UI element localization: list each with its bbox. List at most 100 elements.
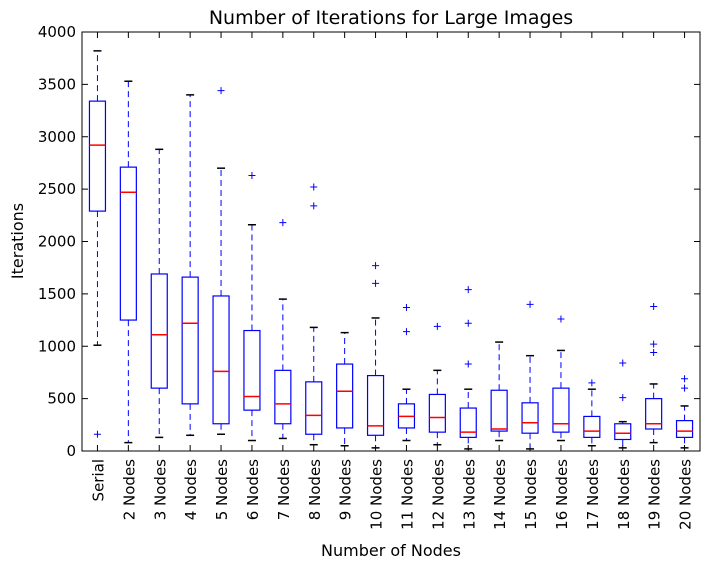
outlier-point: [557, 315, 565, 323]
outlier-point: [650, 302, 658, 310]
box-16-nodes: [552, 315, 570, 442]
box-20-nodes: [675, 375, 694, 449]
iqr-box: [645, 398, 663, 430]
outlier-point: [650, 340, 658, 348]
outlier-point: [93, 430, 101, 438]
iqr-box: [336, 363, 354, 429]
x-tick-label: 4 Nodes: [182, 459, 200, 520]
outlier-point: [650, 349, 658, 357]
outlier-point: [372, 262, 380, 270]
x-tick-label: 12 Nodes: [429, 459, 447, 530]
y-tick-label: 0: [66, 442, 76, 460]
box-3-nodes: [150, 148, 168, 439]
x-tick-label: 19 Nodes: [646, 459, 664, 530]
outlier-point: [464, 360, 472, 368]
outlier-point: [248, 172, 256, 180]
iqr-box: [274, 369, 292, 425]
box-14-nodes: [490, 341, 508, 442]
box-6-nodes: [243, 172, 261, 442]
x-tick-label: 7 Nodes: [275, 459, 293, 520]
box-12-nodes: [428, 322, 446, 446]
x-tick-label: 8 Nodes: [306, 459, 324, 520]
outlier-point: [681, 384, 689, 392]
box-5-nodes: [212, 87, 230, 435]
iqr-box: [243, 329, 261, 411]
box-17-nodes: [583, 379, 601, 447]
y-axis-label: Iterations: [8, 203, 27, 279]
outlier-point: [464, 286, 472, 294]
y-tick-label: 3000: [38, 128, 76, 146]
box-19-nodes: [645, 302, 663, 444]
y-tick-label: 2500: [38, 180, 76, 198]
box-serial: [88, 50, 107, 438]
box-18-nodes: [614, 359, 632, 449]
x-tick-label: 10 Nodes: [368, 459, 386, 530]
x-tick-label: 6 Nodes: [244, 459, 262, 520]
iqr-box: [675, 420, 694, 438]
box-11-nodes: [397, 303, 416, 442]
outlier-point: [588, 379, 596, 387]
iqr-box: [150, 273, 168, 389]
outlier-point: [619, 394, 627, 402]
outlier-point: [619, 359, 627, 367]
box-4-nodes: [181, 94, 199, 437]
y-tick-label: 3500: [38, 75, 76, 93]
iqr-box: [119, 166, 137, 321]
iqr-box: [428, 393, 446, 433]
iqr-box: [490, 389, 508, 432]
outlier-point: [681, 375, 689, 383]
outlier-point: [279, 219, 287, 227]
outlier-point: [310, 183, 318, 191]
box-9-nodes: [336, 331, 354, 447]
outlier-point: [310, 202, 318, 210]
x-axis: Serial 2 Nodes 3 Nodes 4 Nodes 5 Nodes 6 Node…: [89, 32, 695, 530]
x-tick-label: 17 Nodes: [584, 459, 602, 530]
x-axis-label: Number of Nodes: [321, 541, 461, 560]
x-tick-label: 20 Nodes: [677, 459, 695, 530]
x-tick-label: 18 Nodes: [615, 459, 633, 530]
x-tick-label: 15 Nodes: [522, 459, 540, 530]
iqr-box: [305, 381, 323, 435]
y-tick-label: 2000: [38, 233, 76, 251]
outlier-point: [372, 279, 380, 287]
plot-area-frame: [81, 31, 701, 452]
box-2-nodes: [119, 80, 137, 444]
chart-title: Number of Iterations for Large Images: [209, 7, 573, 29]
x-tick-label: 3 Nodes: [151, 459, 169, 520]
x-tick-label: 5 Nodes: [213, 459, 231, 520]
outlier-point: [402, 328, 410, 336]
x-tick-label: 11 Nodes: [398, 459, 416, 530]
iqr-box: [212, 295, 230, 425]
iqr-box: [552, 387, 570, 433]
y-tick-label: 4000: [38, 23, 76, 41]
x-tick-label: 16 Nodes: [553, 459, 571, 530]
y-tick-label: 500: [47, 390, 76, 408]
outlier-point: [464, 319, 472, 327]
y-tick-label: 1500: [38, 285, 76, 303]
box-8-nodes: [305, 183, 323, 446]
y-tick-label: 1000: [38, 337, 76, 355]
box-series: [88, 50, 694, 450]
box-10-nodes: [366, 262, 385, 449]
iqr-box: [521, 402, 539, 434]
iqr-box: [181, 276, 199, 405]
x-tick-label: 14 Nodes: [491, 459, 509, 530]
y-axis: 0 500 1000 1500 2000 2500 3000 3500 4000: [38, 23, 700, 460]
outlier-point: [402, 303, 410, 311]
outlier-point: [526, 300, 534, 308]
box-7-nodes: [274, 219, 292, 440]
outlier-point: [217, 87, 225, 95]
iqr-box: [88, 100, 107, 212]
x-tick-label: 2 Nodes: [120, 459, 138, 520]
iqr-box: [583, 415, 601, 438]
box-15-nodes: [521, 300, 539, 450]
outlier-point: [433, 322, 441, 330]
box-13-nodes: [459, 286, 477, 450]
iqr-box: [614, 423, 632, 441]
x-tick-label: 9 Nodes: [337, 459, 355, 520]
x-tick-label: 13 Nodes: [460, 459, 478, 530]
iqr-box: [366, 374, 385, 436]
x-tick-label: Serial: [89, 459, 107, 501]
iqr-box: [459, 407, 477, 438]
